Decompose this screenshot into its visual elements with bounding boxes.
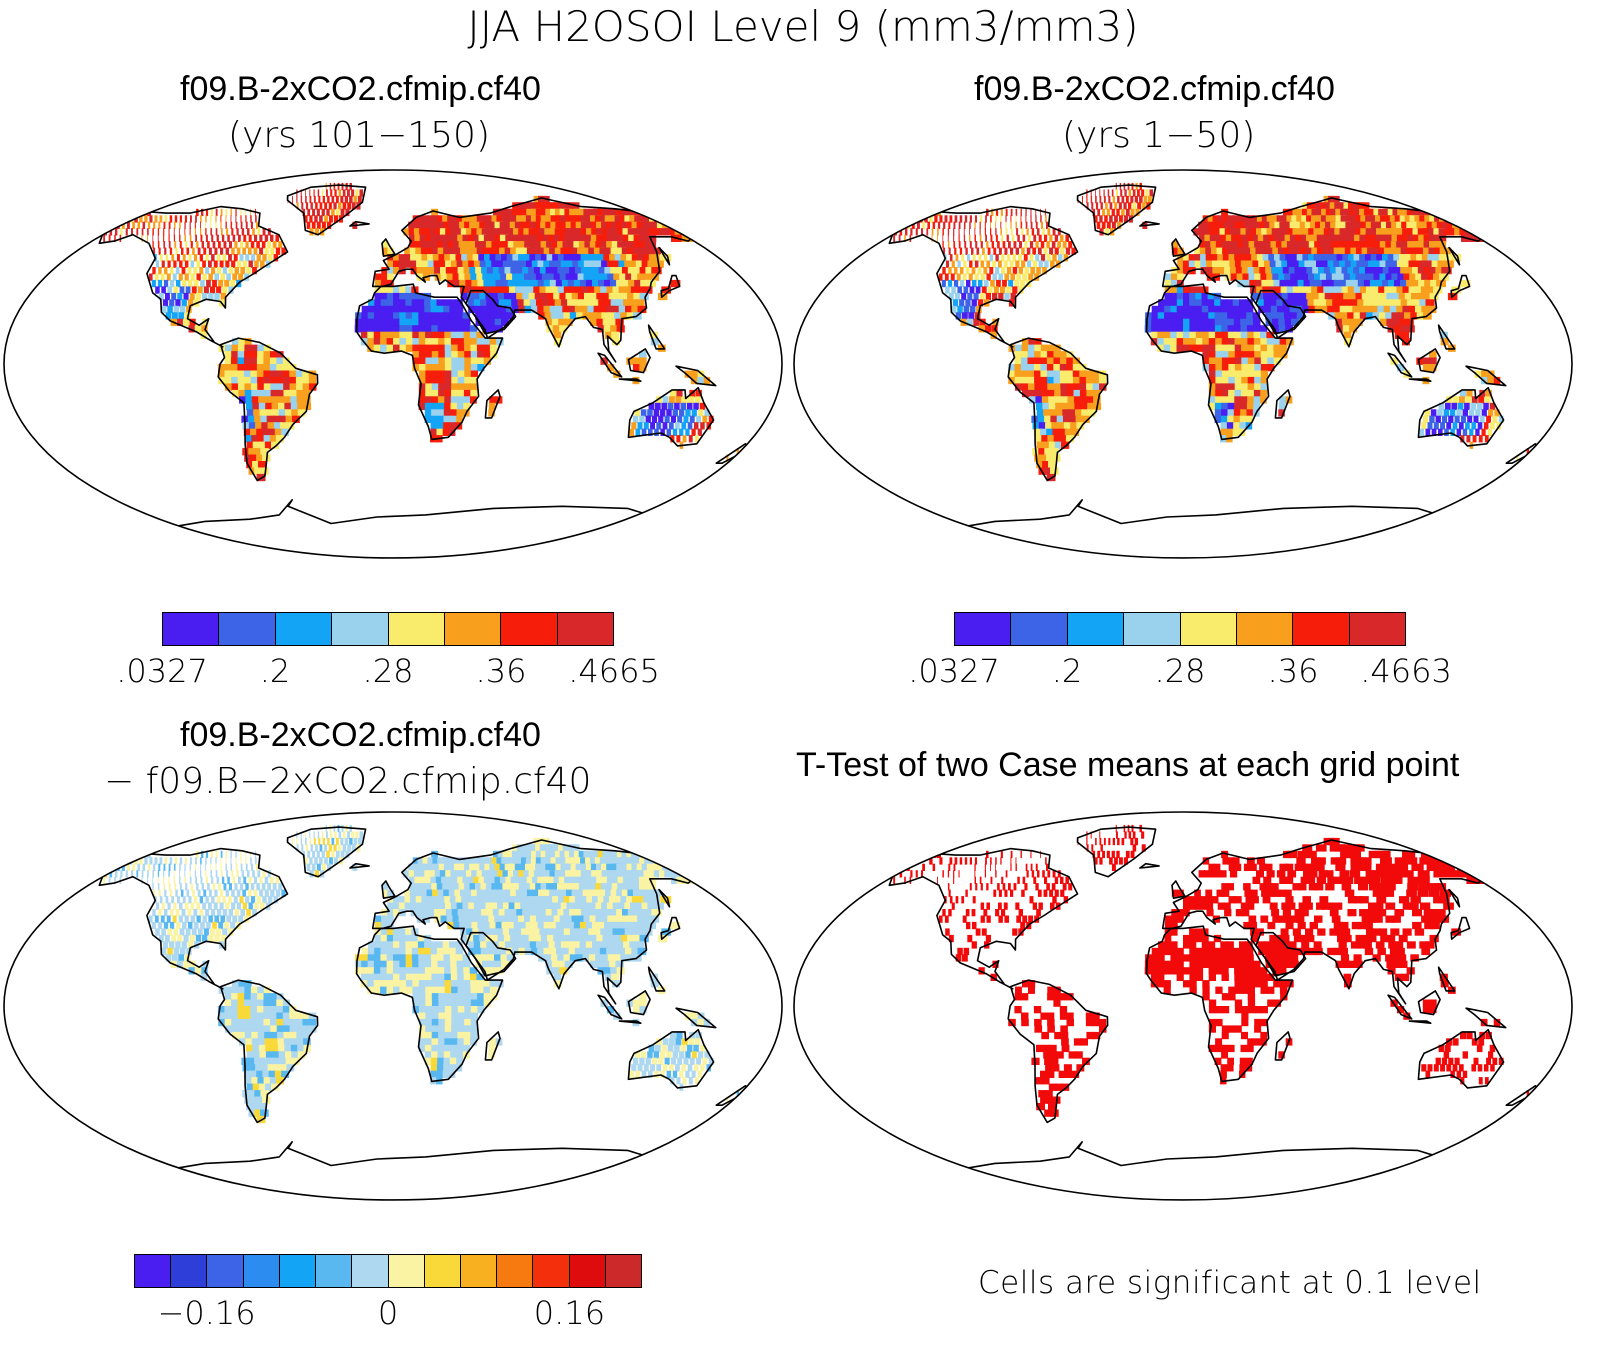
map-difference — [3, 811, 783, 1201]
colorbar-tick-label: .2 — [259, 652, 291, 690]
colorbar-swatch — [1293, 613, 1350, 645]
colorbar-swatch — [444, 613, 502, 645]
colorbar-swatch — [332, 613, 389, 645]
colorbar-tick-label: 0.16 — [533, 1294, 606, 1332]
panel-subtitle-case1: (yrs 101−150) — [228, 115, 490, 156]
colorbar-swatch — [533, 1255, 570, 1287]
panel-subtitle-difference: − f09.B−2xCO2.cfmip.cf40 — [104, 761, 592, 802]
colorbar-swatch — [243, 1255, 280, 1287]
colorbar-tick-label: −0.16 — [157, 1294, 256, 1332]
map-border — [793, 169, 1573, 559]
colorbar-swatch — [497, 1255, 534, 1287]
map-field — [893, 182, 1536, 482]
colorbar-swatch — [207, 1255, 244, 1287]
colorbar-swatch — [1124, 613, 1181, 645]
colorbar-swatch — [135, 1255, 172, 1287]
significance-note: Cells are significant at 0.1 level — [978, 1265, 1482, 1301]
colorbar-swatch — [557, 613, 613, 645]
map-field — [103, 824, 746, 1124]
colorbar-tick-label: .36 — [475, 652, 527, 690]
colorbar-swatch — [1067, 613, 1125, 645]
colorbar-swatch — [163, 613, 220, 645]
colorbar-tick-label: .0327 — [908, 652, 1000, 690]
colorbar-tick-label: .28 — [1154, 652, 1206, 690]
panel-title-case1: f09.B-2xCO2.cfmip.cf40 — [180, 70, 541, 108]
map-field — [103, 182, 746, 482]
map-border — [3, 169, 783, 559]
colorbar-swatch — [388, 613, 445, 645]
colorbar-swatch — [275, 613, 333, 645]
colorbar-swatch — [1349, 613, 1405, 645]
colorbar-tick-label: .2 — [1051, 652, 1083, 690]
colorbar-swatch — [569, 1255, 606, 1287]
colorbar-swatch — [955, 613, 1012, 645]
panel-subtitle-case2: (yrs 1−50) — [1062, 115, 1256, 156]
colorbar-swatch — [1236, 613, 1294, 645]
coastlines — [888, 826, 1542, 1200]
map-case1 — [3, 169, 783, 559]
colorbar-case2 — [954, 612, 1406, 646]
colorbar-tick-label: .36 — [1267, 652, 1319, 690]
colorbar-case1 — [162, 612, 614, 646]
map-case2 — [793, 169, 1573, 559]
colorbar-swatch — [352, 1255, 389, 1287]
colorbar-swatch — [388, 1255, 425, 1287]
map-border — [793, 811, 1573, 1201]
colorbar-swatch — [279, 1255, 317, 1287]
colorbar-tick-label: .4665 — [568, 652, 660, 690]
map-ttest — [793, 811, 1573, 1201]
panel-title-ttest: T-Test of two Case means at each grid po… — [796, 746, 1460, 784]
colorbar-swatch — [171, 1255, 208, 1287]
panel-title-difference: f09.B-2xCO2.cfmip.cf40 — [180, 716, 541, 754]
colorbar-swatch — [1011, 613, 1068, 645]
colorbar-swatch — [219, 613, 276, 645]
figure-title: JJA H2OSOI Level 9 (mm3/mm3) — [467, 2, 1139, 51]
map-border — [3, 811, 783, 1201]
colorbar-swatch — [460, 1255, 498, 1287]
colorbar-tick-label: 0 — [377, 1294, 399, 1332]
colorbar-tick-label: .0327 — [116, 652, 208, 690]
colorbar-swatch — [1180, 613, 1237, 645]
panel-title-case2: f09.B-2xCO2.cfmip.cf40 — [974, 70, 1335, 108]
colorbar-swatch — [501, 613, 558, 645]
colorbar-tick-label: .28 — [362, 652, 414, 690]
colorbar-tick-label: .4663 — [1360, 652, 1452, 690]
colorbar-swatch — [424, 1255, 461, 1287]
colorbar-swatch — [316, 1255, 353, 1287]
colorbar-swatch — [605, 1255, 642, 1287]
map-field — [893, 824, 1536, 1117]
colorbar-difference — [134, 1254, 642, 1288]
